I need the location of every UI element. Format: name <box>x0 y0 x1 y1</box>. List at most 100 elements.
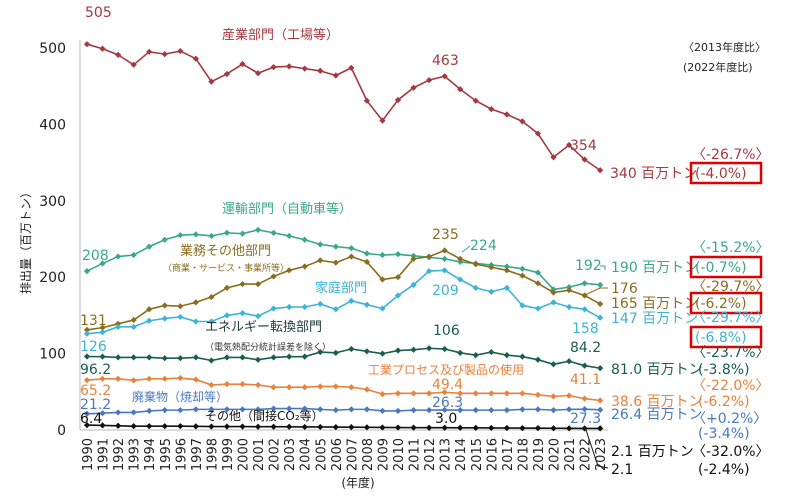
value-2022-label: 192 <box>575 258 602 274</box>
data-point-transport <box>192 231 199 238</box>
value-2013-label: 463 <box>432 53 459 69</box>
x-tick-label: 2009 <box>376 438 391 471</box>
series-line-waste <box>86 407 601 415</box>
data-point-process <box>208 381 215 389</box>
x-tick-label: 1993 <box>128 438 143 471</box>
end-value-label: 340 百万トン <box>610 166 697 182</box>
x-tick-label: 2005 <box>314 438 329 471</box>
data-point-residential <box>597 314 604 321</box>
data-point-process <box>581 395 588 402</box>
data-point-energy <box>534 356 542 363</box>
data-point-energy <box>270 354 277 361</box>
data-point-other <box>223 423 231 430</box>
x-tick-label: 1992 <box>112 438 127 471</box>
data-point-residential <box>488 288 495 295</box>
data-point-residential <box>286 303 293 311</box>
value-2013-label: 26.3 <box>432 395 463 411</box>
x-tick-label: 2015 <box>470 438 485 471</box>
data-point-other <box>519 424 526 432</box>
data-point-transport <box>161 236 168 243</box>
data-point-other <box>130 423 137 430</box>
data-point-other <box>161 423 168 430</box>
data-point-energy <box>488 348 495 356</box>
data-point-energy <box>425 345 433 352</box>
start-value-label: 6.4 <box>80 411 102 427</box>
data-point-transport <box>332 243 339 250</box>
data-point-industry <box>488 106 495 113</box>
data-point-waste <box>332 407 339 414</box>
data-point-other <box>457 424 464 431</box>
value-2013-label: 106 <box>433 323 460 339</box>
data-point-industry <box>161 51 168 58</box>
data-point-process <box>254 381 262 389</box>
start-value-label: 65.2 <box>80 383 111 399</box>
data-point-transport <box>223 229 231 236</box>
value-2013-label: 209 <box>432 283 459 299</box>
value-2013-label: 224 <box>470 238 497 254</box>
x-tick-label: 1998 <box>205 438 220 471</box>
x-tick-label: 1994 <box>143 438 158 471</box>
data-point-commercial <box>457 255 464 262</box>
data-point-commercial <box>519 272 526 279</box>
data-point-energy <box>254 356 262 363</box>
data-point-waste <box>192 406 199 413</box>
series-line-process <box>86 377 601 402</box>
data-point-waste <box>301 405 308 412</box>
value-2022-label: 27.3 <box>570 411 601 427</box>
series-subname-energy: （電気熱配分統計誤差を除く） <box>205 341 331 353</box>
data-point-industry <box>239 60 246 68</box>
x-tick-label: 2020 <box>548 438 563 471</box>
data-point-other <box>379 424 386 431</box>
data-point-residential <box>254 313 262 320</box>
data-point-waste <box>177 407 184 414</box>
x-tick-label: 2007 <box>345 438 360 471</box>
highlight-box <box>689 255 763 279</box>
data-point-residential <box>223 312 231 319</box>
x-axis-label: (年度) <box>341 475 374 490</box>
x-tick-label: 1995 <box>159 438 174 471</box>
value-2013-label: 235 <box>432 227 459 243</box>
value-2022-label: 176 <box>611 281 638 297</box>
end-value-label: 2.1 百万トン <box>611 444 694 460</box>
data-point-process <box>550 393 557 400</box>
data-point-other <box>301 423 308 431</box>
data-point-energy <box>114 354 122 361</box>
value-2022-label: 41.1 <box>570 372 601 388</box>
data-point-energy <box>410 346 417 353</box>
pct-vs-2022-label: (-0.7%) <box>695 260 747 276</box>
data-point-residential <box>519 302 526 309</box>
data-point-transport <box>301 236 308 243</box>
data-point-transport <box>208 232 215 240</box>
data-point-transport <box>503 263 510 270</box>
data-point-transport <box>348 245 355 252</box>
header-vs2013: 〈2013年度比〉 <box>683 40 766 54</box>
data-point-commercial <box>317 257 324 264</box>
data-point-transport <box>114 253 122 260</box>
data-point-residential <box>565 303 573 311</box>
data-point-process <box>425 390 433 397</box>
data-point-waste <box>550 407 557 414</box>
data-point-process <box>597 397 604 404</box>
data-point-commercial <box>270 273 277 280</box>
series-name-industry: 産業部門（工場等） <box>222 27 339 43</box>
data-point-industry <box>348 64 355 71</box>
data-point-waste <box>363 406 371 413</box>
x-tick-label: 2017 <box>501 438 516 471</box>
series-line-transport <box>86 229 601 291</box>
data-point-process <box>114 375 122 382</box>
data-point-process <box>534 391 542 398</box>
data-point-commercial <box>239 280 246 288</box>
x-tick-label: 2014 <box>454 438 469 471</box>
data-point-energy <box>130 354 137 361</box>
data-point-residential <box>534 305 542 312</box>
data-point-energy <box>550 361 557 368</box>
data-point-waste <box>457 407 464 414</box>
data-point-process <box>503 390 510 397</box>
data-point-residential <box>457 276 464 283</box>
leader-line <box>584 287 608 296</box>
data-point-waste <box>379 407 386 415</box>
end-value-label: 26.4 百万トン <box>611 407 703 423</box>
data-point-transport <box>441 255 448 262</box>
pct-vs-2022-label: (-6.8%) <box>695 330 747 346</box>
data-point-industry <box>286 63 293 70</box>
